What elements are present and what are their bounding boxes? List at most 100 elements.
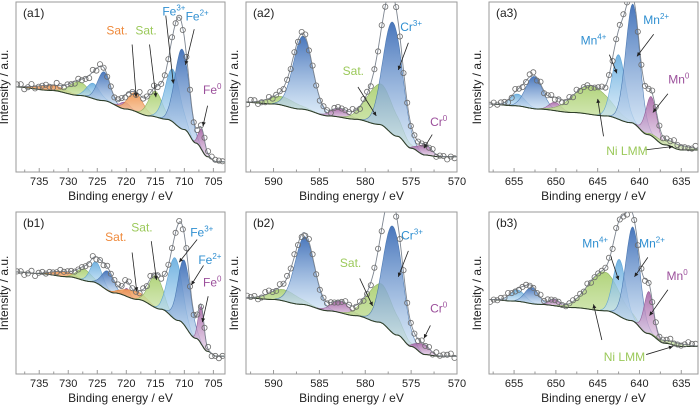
annotation-arrowhead [369,301,373,306]
data-point [168,34,175,41]
data-point [316,286,323,293]
data-point [219,158,225,165]
background-line [16,271,225,357]
data-point [634,28,641,35]
annotation-arrowhead [668,345,673,350]
data-point [674,142,681,149]
data-point [436,352,443,359]
data-point [638,265,645,272]
data-point [523,281,530,288]
data-point [247,293,254,300]
annotation-leader [165,15,174,84]
data-point [21,271,28,278]
data-point [533,77,540,84]
data-point [334,104,341,111]
x-axis-label: Binding energy / eV [541,189,646,203]
data-point [645,85,652,92]
data-point [291,251,298,258]
data-point [302,232,309,239]
data-point [515,286,522,293]
data-point [82,75,89,82]
envelope-line [246,212,457,357]
data-point [39,82,46,89]
panel-a3: 655 650 645 640 635 Binding energy / eV Intens… [470,1,699,203]
data-point [382,3,389,10]
data-point [367,83,374,90]
panel-label: (a2) [253,6,274,20]
data-point [559,99,566,106]
data-point [208,353,215,360]
data-point [205,343,212,350]
data-point [115,96,122,103]
data-point [523,79,530,86]
data-point [82,263,89,270]
x-tick-label: 575 [402,176,420,188]
envelope-line [246,2,457,158]
data-point [42,270,49,277]
x-tick-label: 730 [59,378,77,390]
annotation-arrowhead [133,93,138,98]
data-point [580,84,587,91]
annotation-leader [150,241,157,281]
plot-area [16,14,225,165]
data-point [57,83,64,90]
data-point [68,267,75,274]
data-point [418,140,425,147]
data-point [451,155,457,162]
data-point [269,95,276,102]
data-point [353,107,360,114]
data-point [208,153,215,160]
x-tick-label: 635 [672,176,690,188]
data-point [602,264,609,271]
data-point [309,251,316,258]
data-point [273,287,280,294]
data-point [613,36,620,43]
data-point [39,268,46,275]
data-point [287,66,294,73]
data-point [53,79,60,86]
annotation-arrowhead [372,111,377,116]
annotation-label: Mn2+ [643,12,669,27]
annotation-arrowhead [153,275,158,281]
data-point [367,282,374,289]
data-point [254,100,261,107]
data-point [631,216,638,223]
data-point [674,341,681,348]
data-point [447,153,454,160]
plot-area [246,212,457,361]
panel-label: (b1) [23,216,44,230]
x-tick-label: 635 [672,378,690,390]
data-point [176,14,183,21]
data-point [433,153,440,160]
data-point [349,305,356,312]
panel-label: (b3) [496,216,517,230]
data-point [86,261,93,268]
x-tick-label: 725 [88,378,106,390]
annotation-arrowhead [615,275,620,281]
data-point [342,298,349,305]
x-tick-label: 710 [175,378,193,390]
data-point [291,49,298,56]
data-point [305,47,312,54]
data-point [656,122,663,129]
x-tick-label: 640 [630,176,648,188]
data-point [649,299,656,306]
data-point [64,81,71,88]
annotation-label: Mn0 [668,72,690,87]
data-point [404,299,411,306]
x-tick-label: 570 [448,378,466,390]
data-point [551,297,558,304]
data-point [179,226,186,233]
data-point [143,93,150,100]
plot-frame [488,1,699,173]
data-point [620,213,627,220]
data-point [21,86,28,93]
data-point [548,296,555,303]
annotation-arrowhead [201,317,206,323]
data-point [280,280,287,287]
data-point [649,87,656,94]
data-point [512,86,519,93]
data-point [46,83,53,90]
data-point [100,64,107,71]
